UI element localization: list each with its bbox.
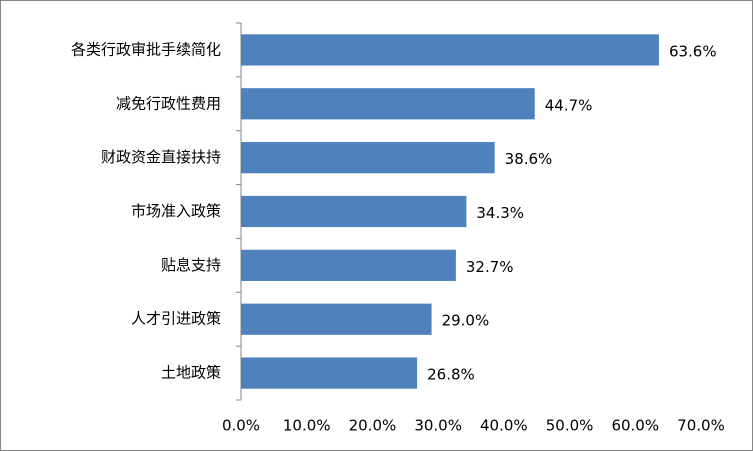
y-tick-label: 人才引进政策 [131, 310, 221, 328]
x-tick-label: 50.0% [546, 417, 594, 435]
x-tick-label: 60.0% [611, 417, 659, 435]
y-tick-label: 减免行政性费用 [116, 94, 221, 112]
y-tick-label: 土地政策 [161, 364, 221, 382]
bar [241, 195, 467, 228]
value-label: 44.7% [545, 96, 593, 114]
y-tick-label: 贴息支持 [161, 256, 221, 274]
bar [241, 357, 418, 389]
value-label: 63.6% [669, 42, 717, 60]
y-tick-label: 各类行政审批手续简化 [71, 40, 221, 58]
y-tick-label: 市场准入政策 [131, 202, 221, 220]
value-label: 26.8% [427, 366, 475, 384]
bar [241, 88, 535, 120]
value-label: 32.7% [466, 258, 514, 276]
y-tick-label: 财政资金直接扶持 [101, 148, 221, 166]
x-tick-label: 30.0% [414, 417, 462, 435]
bar [241, 303, 432, 335]
bar [241, 142, 495, 174]
bar [241, 34, 659, 66]
x-tick-label: 10.0% [283, 417, 331, 435]
x-tick-label: 70.0% [677, 417, 725, 435]
value-label: 29.0% [442, 312, 490, 330]
value-label: 38.6% [505, 150, 553, 168]
x-tick-label: 0.0% [222, 417, 260, 435]
x-tick-label: 20.0% [349, 417, 397, 435]
bar [241, 249, 456, 281]
x-tick-label: 40.0% [480, 417, 528, 435]
value-label: 34.3% [476, 204, 524, 222]
